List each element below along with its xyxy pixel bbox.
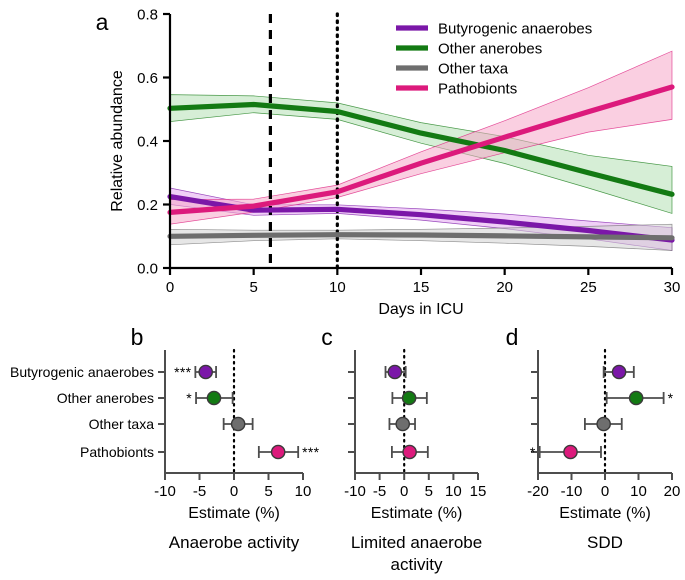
panel-b-letter: b [131, 324, 144, 350]
panel-a-line-2 [167, 101, 675, 197]
panel-a-x-tick-label: 30 [664, 279, 681, 296]
panel-c-title-line-2: activity [391, 555, 443, 574]
legend-label-1: Butyrogenic anaerobes [438, 21, 592, 38]
panel-a-legend: Butyrogenic anaerobes Other anerobes Other… [396, 21, 592, 98]
category-label-2: Other anerobes [57, 390, 154, 406]
panel-a-x-tick-label: 15 [413, 279, 430, 296]
estimate-point [563, 444, 578, 460]
panel-c-x-tick-label: 5 [425, 483, 433, 500]
panel-d-letter: d [506, 324, 519, 350]
panel-c-estimate-row-1 [384, 364, 407, 380]
panel-d-x-tick-label: -10 [561, 483, 583, 500]
estimate-point [611, 364, 627, 380]
panel-a-y-tick-label: 0.6 [137, 70, 158, 87]
panel-b-x-axis-title: Estimate (%) [188, 505, 280, 522]
significance-stars: * [530, 444, 536, 460]
panel-a-x-tick-label: 5 [249, 279, 257, 296]
panel-b-estimate-row-1: *** [174, 364, 217, 380]
panel-b-estimate-row-2: * [186, 390, 234, 406]
estimate-point [206, 390, 222, 406]
panel-d-x-tick-label: -20 [527, 483, 549, 500]
panel-b-x-tick-label: -10 [154, 483, 176, 500]
panel-b-x-tick-label: 10 [295, 483, 312, 500]
panel-d-estimate-row-4: * [530, 444, 602, 460]
panel-b-estimate-row-4: *** [257, 444, 319, 460]
panel-b-x-tick-label: -5 [193, 483, 206, 500]
panel-a-line-3 [167, 232, 675, 241]
panel-a-x-tick-label: 0 [166, 279, 174, 296]
panel-a-y-tick-label: 0.8 [137, 7, 158, 24]
panel-d-title-line-1: SDD [587, 533, 623, 552]
panel-a-y-axis-title: Relative abundance [109, 70, 126, 212]
panel-b-estimate-row-3 [222, 416, 254, 432]
legend-label-4: Pathobionts [438, 81, 517, 98]
panel-a: a 0.0 0.2 0.4 0.6 0.8 0 5 10 15 20 25 30 Relative abu… [96, 7, 681, 319]
panel-a-line-4 [167, 84, 675, 215]
estimate-point [401, 390, 417, 406]
significance-stars: *** [302, 444, 319, 460]
legend-label-2: Other anerobes [438, 41, 542, 58]
panel-c-title-line-1: Limited anaerobe [351, 533, 482, 552]
panel-b-category-labels: Butyrogenic anaerobes Other anerobes Other… [10, 364, 154, 460]
panel-c-letter: c [321, 324, 333, 350]
estimate-point [628, 390, 644, 406]
panel-b-title-line-1: Anaerobe activity [169, 533, 300, 552]
panel-d-x-tick-label: 10 [630, 483, 647, 500]
estimate-point [402, 444, 417, 460]
panel-b-x-tick-label: 0 [230, 483, 238, 500]
panel-d-x-axis-title: Estimate (%) [559, 505, 651, 522]
estimate-point [387, 364, 403, 380]
panel-c-estimate-row-3 [388, 416, 416, 432]
panel-c-x-tick-label: -5 [373, 483, 386, 500]
category-label-3: Other taxa [89, 416, 155, 432]
panel-d: d * * -20 -10 0 10 20 Estimate (%) SDD [506, 324, 681, 552]
estimate-point [270, 444, 286, 460]
panel-c-x-tick-label: 10 [445, 483, 462, 500]
panel-c-x-axis-title: Estimate (%) [371, 505, 463, 522]
legend-label-3: Other taxa [438, 61, 509, 78]
panel-d-estimate-row-1 [602, 364, 635, 380]
panel-d-x-tick-label: 20 [664, 483, 681, 500]
estimate-point [395, 416, 411, 432]
panel-a-y-tick-label: 0.2 [137, 197, 158, 214]
panel-d-x-tick-label: 0 [601, 483, 609, 500]
category-label-4: Pathobionts [80, 444, 154, 460]
estimate-point [230, 416, 246, 432]
panel-a-x-tick-label: 10 [329, 279, 346, 296]
panel-c-x-tick-label: 15 [470, 483, 487, 500]
panel-c-estimate-row-2 [391, 390, 428, 406]
panel-a-x-tick-label: 25 [580, 279, 597, 296]
panel-c-x-tick-label: 0 [400, 483, 408, 500]
panel-a-x-tick-label: 20 [496, 279, 513, 296]
category-label-1: Butyrogenic anaerobes [10, 364, 154, 380]
panel-a-letter: a [96, 9, 109, 35]
panel-a-y-tick-label: 0.4 [137, 134, 158, 151]
estimate-point [596, 416, 611, 432]
significance-stars: *** [174, 364, 191, 380]
panel-d-estimate-row-3 [584, 416, 623, 432]
panel-c: c -10 -5 0 5 10 15 Estimate (%) Limited anaerobe… [321, 324, 486, 574]
panel-c-x-tick-label: -10 [344, 483, 366, 500]
panel-c-estimate-row-4 [390, 444, 429, 460]
estimate-point [198, 364, 214, 380]
panel-a-line-1 [167, 194, 675, 243]
panel-a-x-axis-title: Days in ICU [378, 301, 463, 318]
panel-a-y-tick-label: 0.0 [137, 261, 158, 278]
significance-stars: * [186, 390, 192, 406]
panel-b-x-tick-label: 5 [264, 483, 272, 500]
panel-b: b Butyrogenic anaerobes Other anerobes Othe… [10, 324, 319, 552]
panel-d-estimate-row-2: * [605, 390, 674, 406]
significance-stars: * [668, 390, 674, 406]
